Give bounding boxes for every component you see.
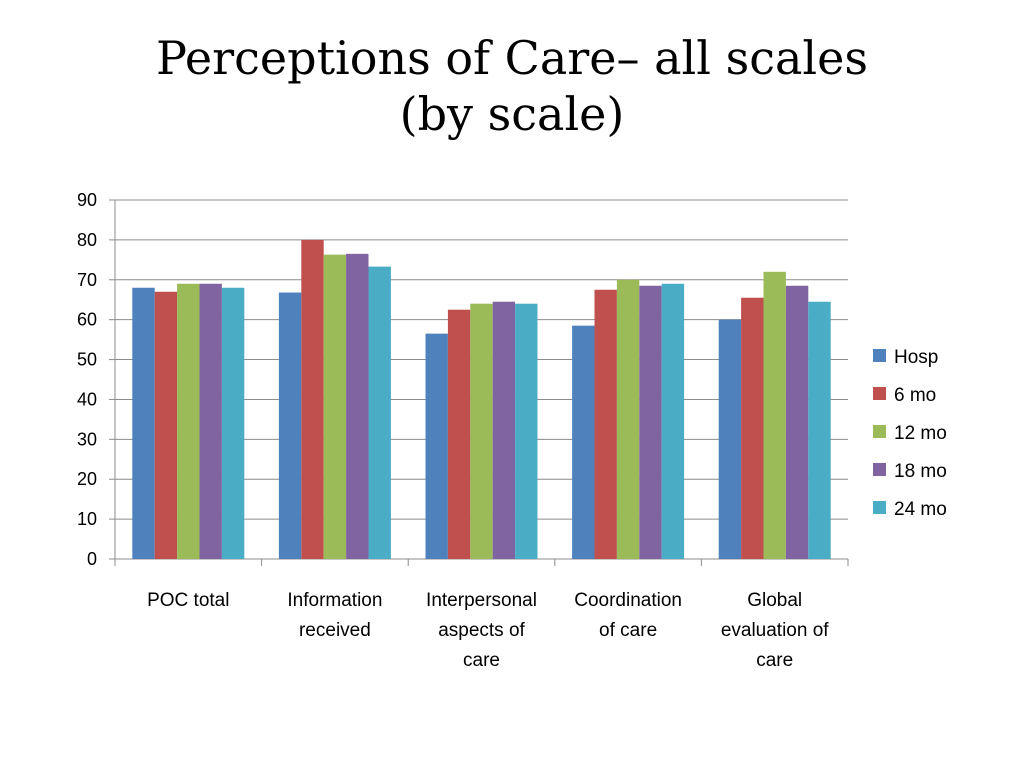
bar	[301, 239, 324, 559]
x-category-label-line: received	[299, 620, 371, 641]
legend-swatch	[873, 501, 886, 514]
bar	[278, 292, 302, 559]
x-category-label-line: of care	[599, 620, 657, 641]
x-category-label-line: Coordination	[574, 590, 682, 611]
bar	[346, 253, 369, 559]
bar	[154, 291, 178, 559]
x-category-label-line: Information	[287, 590, 382, 611]
y-tick-label: 70	[77, 270, 97, 290]
bar	[515, 303, 538, 559]
bar	[763, 271, 786, 559]
y-tick-label: 50	[77, 350, 97, 370]
bar	[177, 283, 200, 559]
legend-swatch	[873, 463, 886, 476]
y-tick-label: 80	[77, 230, 97, 250]
slide-title: Perceptions of Care– all scales (by scal…	[0, 30, 1024, 142]
title-line-2: (by scale)	[399, 87, 625, 141]
bar	[132, 287, 155, 559]
bar	[639, 285, 662, 559]
bar	[661, 283, 685, 559]
x-category-label: Global evaluation of care	[721, 590, 829, 671]
legend-label: Hosp	[894, 347, 938, 368]
bar	[572, 325, 595, 559]
x-category-label: Information received	[287, 590, 382, 641]
bar	[323, 254, 347, 560]
legend-label: 24 mo	[894, 499, 947, 520]
x-category-label-line: aspects of	[438, 620, 525, 641]
bar	[808, 301, 831, 559]
x-category-label-line: Interpersonal	[426, 590, 537, 611]
bar	[718, 319, 742, 559]
legend-label: 6 mo	[894, 385, 936, 406]
x-category-label: Coordination of care	[574, 590, 682, 641]
bar	[368, 266, 391, 559]
legend-label: 18 mo	[894, 461, 947, 482]
bar	[741, 297, 764, 559]
bar	[221, 287, 245, 559]
bar	[492, 301, 516, 559]
y-tick-label: 90	[77, 190, 97, 210]
x-category-label: Interpersonal aspects of care	[426, 590, 537, 671]
legend-swatch	[873, 349, 886, 362]
title-line-1: Perceptions of Care– all scales	[156, 31, 868, 85]
y-tick-label: 40	[77, 389, 97, 409]
x-category-label: POC total	[147, 590, 229, 611]
legend-swatch	[873, 387, 886, 400]
legend-label: 12 mo	[894, 423, 947, 444]
x-category-label-line: care	[463, 650, 500, 671]
bar	[447, 309, 471, 559]
x-category-label-line: evaluation of	[721, 620, 829, 641]
bar	[470, 303, 493, 559]
bar	[199, 283, 222, 559]
y-tick-label: 0	[87, 549, 97, 569]
bar	[785, 285, 809, 559]
x-category-label-line: POC total	[147, 590, 229, 611]
y-tick-label: 20	[77, 469, 97, 489]
bar	[425, 333, 448, 559]
y-tick-label: 60	[77, 310, 97, 330]
x-category-label-line: care	[756, 650, 793, 671]
x-category-label-line: Global	[747, 590, 802, 611]
bar	[616, 279, 640, 559]
y-tick-label: 30	[77, 429, 97, 449]
legend-swatch	[873, 425, 886, 438]
bar	[594, 289, 617, 559]
y-tick-label: 10	[77, 509, 97, 529]
